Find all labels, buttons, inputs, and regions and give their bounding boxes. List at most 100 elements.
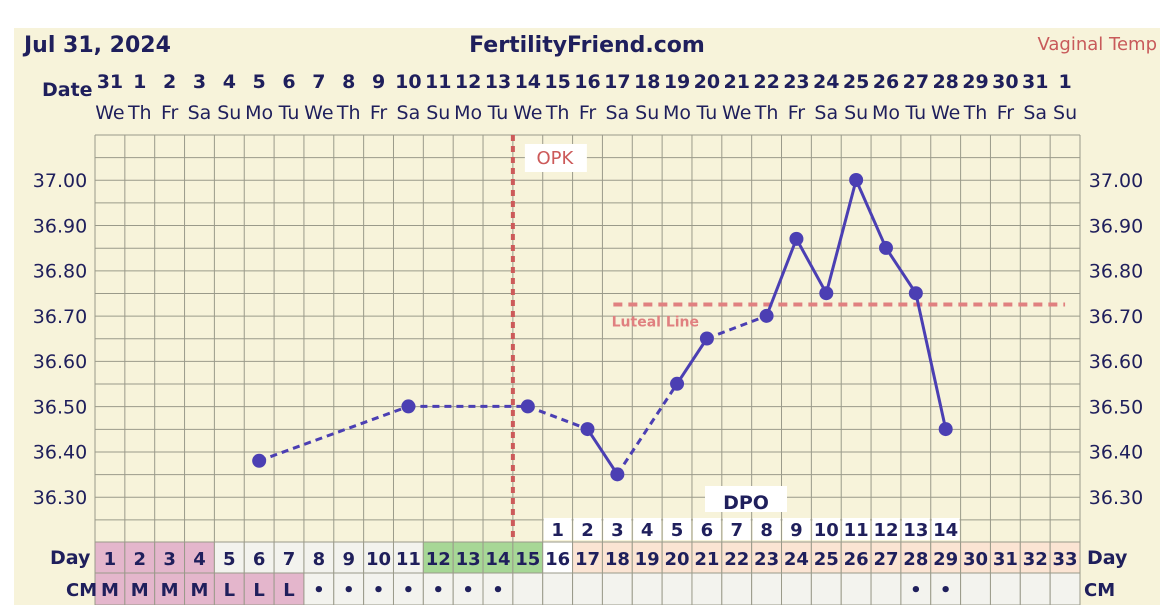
cm-cell bbox=[422, 572, 454, 605]
dpo-number: 7 bbox=[730, 520, 743, 541]
dpo-cell-bg bbox=[722, 518, 751, 540]
weekday-label: We bbox=[304, 102, 333, 124]
weekday-label: Mo bbox=[454, 102, 482, 124]
weekday-label: Fr bbox=[997, 102, 1015, 124]
cm-cell bbox=[631, 572, 663, 605]
cycle-day-label: 33 bbox=[1053, 549, 1078, 570]
cm-cell bbox=[751, 572, 783, 605]
cm-cell bbox=[781, 572, 812, 605]
dpo-cell-bg bbox=[872, 518, 900, 540]
y-tick-right: 36.90 bbox=[1089, 215, 1143, 237]
y-tick-right: 36.80 bbox=[1089, 261, 1143, 283]
temp-point bbox=[849, 173, 864, 187]
temp-point bbox=[670, 376, 685, 391]
cm-value: • bbox=[343, 580, 355, 601]
dpo-number: 3 bbox=[611, 520, 624, 541]
dpo-number: 9 bbox=[790, 520, 803, 541]
cycle-day-label: 7 bbox=[283, 549, 296, 570]
weekday-label: Tu bbox=[904, 102, 926, 124]
cm-cell bbox=[392, 572, 424, 605]
weekday-label: Su bbox=[844, 102, 868, 124]
dpo-cell-bg bbox=[633, 518, 662, 540]
cycle-day-row: 1 2 3 4 5 6 7 8 9 10 11 12 13 14 15 16 17 18 19 20 21 22 23 24 2… bbox=[94, 541, 1081, 574]
luteal-line-group: Luteal Line bbox=[612, 302, 1066, 331]
dpo-cell-bg bbox=[543, 518, 572, 540]
dpo-number: 1 bbox=[551, 520, 564, 541]
temp-point bbox=[580, 422, 595, 437]
weekday-label: Su bbox=[217, 102, 241, 124]
cm-cell bbox=[1049, 572, 1081, 605]
date-number: 18 bbox=[634, 71, 660, 93]
weekday-label: Fr bbox=[788, 102, 806, 124]
cycle-day-cell bbox=[482, 541, 514, 574]
temp-point bbox=[252, 453, 267, 468]
date-number: 11 bbox=[425, 71, 451, 93]
cycle-day-label: 19 bbox=[635, 549, 660, 570]
y-tick-right: 36.40 bbox=[1089, 442, 1143, 464]
cycle-day-label: 31 bbox=[993, 549, 1018, 570]
cm-value: • bbox=[403, 580, 415, 601]
cycle-day-label: 32 bbox=[1023, 549, 1048, 570]
cm-cell bbox=[452, 572, 484, 605]
dpo-number: 10 bbox=[814, 520, 839, 541]
temp-point bbox=[520, 399, 535, 414]
cm-cell bbox=[840, 572, 872, 605]
cycle-day-label: 30 bbox=[963, 549, 988, 570]
date-number: 23 bbox=[783, 71, 809, 93]
y-tick-left: 36.70 bbox=[33, 306, 87, 328]
weekday-label: Fr bbox=[161, 102, 179, 124]
cm-cell bbox=[303, 572, 335, 605]
weekday-label: Su bbox=[1053, 102, 1077, 124]
date-row-label: Date bbox=[42, 79, 93, 101]
cm-value: M bbox=[161, 580, 179, 601]
cycle-day-cell bbox=[422, 541, 454, 574]
date-number: 31 bbox=[1022, 71, 1048, 93]
date-number: 3 bbox=[193, 71, 206, 93]
temp-point bbox=[908, 286, 923, 301]
cm-row: M M M M L L L • • • • • • • • • bbox=[94, 572, 1081, 605]
date-number: 1 bbox=[1058, 71, 1071, 93]
cycle-day-label: 23 bbox=[754, 549, 779, 570]
cm-cell bbox=[661, 572, 693, 605]
weekday-label: Sa bbox=[814, 102, 838, 124]
cycle-day-cell bbox=[154, 541, 186, 574]
y-tick-right: 36.70 bbox=[1089, 306, 1143, 328]
cm-cell bbox=[243, 572, 275, 605]
cm-cell bbox=[1019, 572, 1051, 605]
cm-value: • bbox=[940, 580, 952, 601]
cm-value: • bbox=[313, 580, 325, 601]
cycle-day-label: 15 bbox=[515, 549, 540, 570]
cm-cell bbox=[691, 572, 723, 605]
date-number: 26 bbox=[873, 71, 899, 93]
date-number: 13 bbox=[485, 71, 511, 93]
y-axis: 37.00 37.00 36.90 36.90 36.80 36.80 36.70 36.70… bbox=[33, 170, 1143, 509]
site-title: FertilityFriend.com bbox=[469, 33, 705, 58]
cycle-day-label: 22 bbox=[724, 549, 749, 570]
weekday-label: Sa bbox=[397, 102, 421, 124]
weekday-label: Sa bbox=[605, 102, 629, 124]
cm-value: L bbox=[253, 580, 264, 601]
temp-point bbox=[789, 231, 804, 246]
cycle-day-label: 13 bbox=[456, 549, 481, 570]
temp-segment bbox=[616, 382, 679, 476]
opk-label: OPK bbox=[536, 148, 574, 169]
cm-row-label-right: CM bbox=[1084, 580, 1115, 601]
cycle-day-label: 16 bbox=[545, 549, 570, 570]
cycle-day-label: 2 bbox=[134, 549, 147, 570]
day-row-label-right: Day bbox=[1087, 547, 1128, 569]
weekday-label: Tu bbox=[278, 102, 300, 124]
temp-point bbox=[878, 240, 893, 255]
dpo-cell-bg bbox=[782, 518, 811, 540]
cycle-day-label: 6 bbox=[253, 549, 266, 570]
cycle-day-cell bbox=[213, 541, 245, 574]
cm-cell bbox=[94, 572, 126, 605]
y-tick-right: 36.50 bbox=[1089, 396, 1143, 418]
y-tick-right: 36.30 bbox=[1089, 487, 1143, 509]
cycle-day-label: 14 bbox=[485, 549, 510, 570]
date-header: 31We1Th2Fr3Sa4Su5Mo6Tu7We8Th9Fr10Sa11Su1… bbox=[95, 71, 1077, 124]
cm-cell bbox=[810, 572, 842, 605]
weekday-label: We bbox=[95, 102, 124, 124]
cm-cell bbox=[721, 572, 753, 605]
date-number: 12 bbox=[455, 71, 481, 93]
